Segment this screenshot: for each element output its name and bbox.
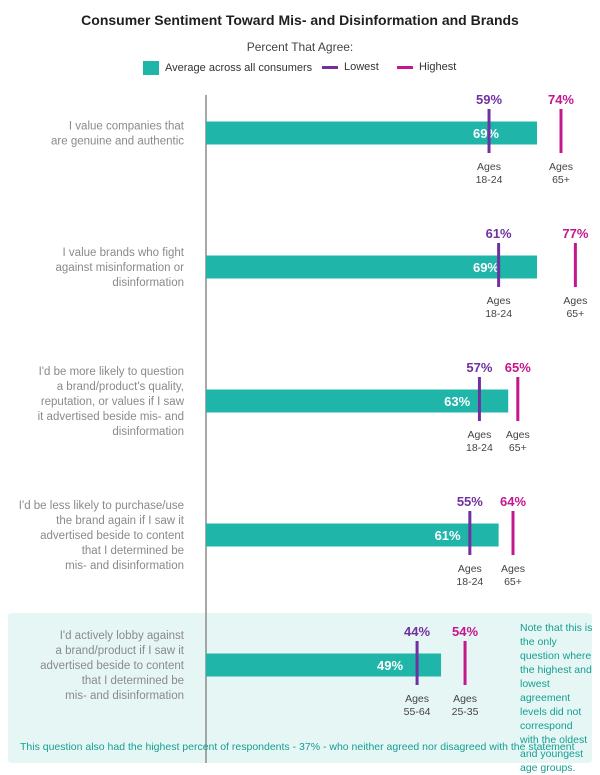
average-bar-label: 69% — [473, 126, 499, 141]
chart-title: Consumer Sentiment Toward Mis- and Disin… — [81, 12, 519, 28]
statement-label-line: I'd be more likely to question — [39, 366, 184, 378]
lowest-age-label: Ages — [487, 295, 511, 307]
lowest-age-label: 18-24 — [485, 308, 512, 320]
statement-label-line: against misinformation or — [56, 262, 185, 274]
statement-label-line: that I determined be — [82, 545, 184, 557]
average-bar-label: 63% — [444, 394, 470, 409]
statement-label-line: are genuine and authentic — [51, 136, 184, 148]
highest-age-label: 25-35 — [452, 706, 479, 718]
lowest-value-label: 61% — [486, 226, 512, 241]
legend-label-lowest: Lowest — [344, 61, 379, 73]
highest-age-label: Ages — [453, 693, 477, 705]
lowest-age-label: 18-24 — [466, 442, 493, 454]
statement-label-line: I value brands who fight — [63, 247, 185, 259]
average-bar — [206, 523, 499, 547]
highest-value-label: 65% — [505, 360, 531, 375]
average-bar — [206, 389, 509, 413]
lowest-age-label: Ages — [477, 161, 501, 173]
lowest-age-label: 18-24 — [456, 576, 483, 588]
lowest-value-label: 59% — [476, 92, 502, 107]
lowest-age-label: 18-24 — [476, 174, 503, 186]
highest-age-label: Ages — [501, 563, 525, 575]
lowest-value-label: 55% — [457, 494, 483, 509]
highest-value-label: 74% — [548, 92, 574, 107]
legend-item-highest: Highest — [397, 61, 456, 73]
average-bar-label: 69% — [473, 260, 499, 275]
highest-age-label: Ages — [506, 429, 530, 441]
lowest-age-label: Ages — [467, 429, 491, 441]
legend-label-average: Average across all consumers — [165, 62, 313, 74]
statement-label-line: I'd actively lobby against — [60, 630, 185, 642]
statement-label-line: I'd be less likely to purchase/use — [19, 500, 184, 512]
average-bar — [206, 121, 537, 145]
statement-label-line: a brand/product if I saw it — [56, 645, 185, 657]
statement-label-line: a brand/product's quality, — [57, 381, 184, 393]
highest-age-label: Ages — [549, 161, 573, 173]
highlight-panel — [8, 613, 592, 763]
average-bar-label: 49% — [377, 658, 403, 673]
statement-label-line: the brand again if I saw it — [56, 515, 185, 527]
legend: Average across all consumers Lowest High… — [0, 61, 600, 77]
lowest-age-label: 55-64 — [404, 706, 431, 718]
legend-item-lowest: Lowest — [322, 61, 379, 73]
lowest-value-label: 57% — [466, 360, 492, 375]
highest-age-label: 65+ — [504, 576, 522, 588]
legend-swatch-lowest — [322, 65, 338, 69]
statement-label-line: mis- and disinformation — [65, 690, 184, 702]
chart-subtitle: Percent That Agree: — [246, 40, 354, 54]
highest-age-label: 65+ — [552, 174, 570, 186]
average-bar — [206, 653, 442, 677]
statement-label-line: mis- and disinformation — [65, 560, 184, 572]
lowest-value-label: 44% — [404, 624, 430, 639]
statement-label-line: reputation, or values if I saw — [41, 396, 185, 408]
highest-value-label: 77% — [562, 226, 588, 241]
highest-age-label: Ages — [563, 295, 587, 307]
legend-label-highest: Highest — [419, 61, 457, 73]
average-bar-label: 61% — [435, 528, 461, 543]
legend-swatch-average — [143, 61, 159, 75]
highest-value-label: 54% — [452, 624, 478, 639]
statement-label-line: disinformation — [112, 426, 184, 438]
statement-label-line: disinformation — [112, 277, 184, 289]
highest-age-label: 65+ — [566, 308, 584, 320]
legend-item-average: Average across all consumers — [143, 61, 312, 75]
statement-label-line: I value companies that — [69, 121, 185, 133]
legend-swatch-highest — [397, 65, 413, 69]
highest-value-label: 64% — [500, 494, 526, 509]
lowest-age-label: Ages — [458, 563, 482, 575]
lowest-age-label: Ages — [405, 693, 429, 705]
statement-label-line: it advertised beside mis- and — [38, 411, 184, 423]
average-bar — [206, 255, 537, 279]
highest-age-label: 65+ — [509, 442, 527, 454]
statement-label-line: advertised beside to content — [40, 660, 185, 672]
footer-note: This question also had the highest perce… — [20, 741, 575, 753]
statement-label-line: that I determined be — [82, 675, 184, 687]
side-note: Note that this is the only question wher… — [520, 622, 593, 774]
statement-label-line: advertised beside to content — [40, 530, 185, 542]
